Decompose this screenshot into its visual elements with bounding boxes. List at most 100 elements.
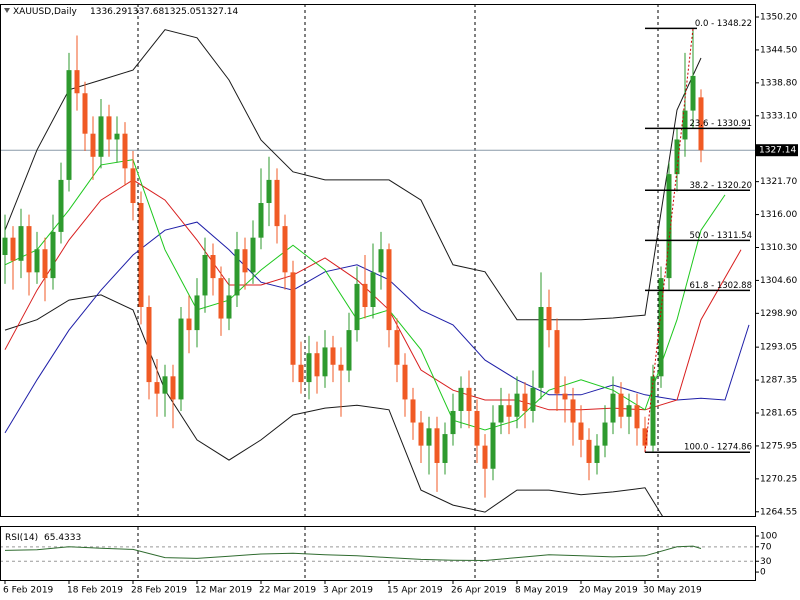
candle-body [138,203,144,307]
candle-body [354,283,360,331]
candle-body [202,255,208,296]
candle-body [218,278,224,319]
rsi-tick-label: 30 [760,557,772,567]
price-tag-label: 1327.14 [759,146,796,156]
candle-body [50,231,56,279]
candle-body [394,330,400,365]
candle-body [666,174,672,279]
fib-label: 100.0 - 1274.86 [684,443,752,453]
header-open: 1336.29 [90,7,127,17]
y-tick-label: 1275.95 [760,441,797,451]
candle-body [330,347,336,365]
y-tick-label: 1293.05 [760,343,797,353]
candle-body [282,226,288,273]
candle-body [418,422,424,446]
candle-body [250,237,256,273]
candle-body [114,133,120,140]
candle-body [42,249,48,279]
header-high: 1337.68 [127,7,164,17]
fib-label: 0.0 - 1348.22 [695,19,752,29]
symbol-icon [4,8,10,13]
candle-body [682,110,688,140]
candle-body [690,75,696,111]
candle-body [178,318,184,400]
candle-body [698,97,704,151]
y-tick-label: 1287.35 [760,376,797,386]
candle-body [434,428,440,463]
candle-body [538,306,544,388]
y-tick-label: 1304.60 [760,276,797,286]
y-tick-label: 1333.10 [760,111,797,121]
x-tick-label: 8 May 2019 [515,586,568,596]
rsi-tick-label: 0 [760,568,766,578]
candle-body [370,272,376,307]
x-tick-label: 22 Mar 2019 [259,586,316,596]
candle-body [186,318,192,331]
candle-body [426,428,432,446]
x-tick-label: 18 Feb 2019 [67,586,123,596]
y-tick-label: 1264.55 [760,507,797,517]
rsi-frame [0,526,756,581]
fib-label: 50.0 - 1311.54 [689,231,752,241]
candle-body [498,405,504,423]
y-tick-label: 1350.20 [760,12,797,22]
candle-body [18,226,24,261]
candle-body [570,399,576,423]
candle-body [322,347,328,377]
rsi-tick-label: 100 [760,532,777,542]
candle-body [602,422,608,446]
candle-body [474,410,480,446]
y-tick-label: 1298.90 [760,309,797,319]
rsi-line [4,545,702,562]
candle-body [146,306,152,383]
candle-body [642,428,648,446]
candle-body [298,364,304,383]
x-tick-label: 30 May 2019 [643,586,702,596]
candle-body [170,376,176,400]
x-tick-label: 15 Apr 2019 [387,586,443,596]
candle-body [2,237,8,256]
y-tick-label: 1321.70 [760,177,797,187]
chart-header: XAUUSD,Daily 1336.291337.681325.051327.14 [13,7,238,17]
candle-body [514,393,520,417]
header-low: 1325.05 [164,7,201,17]
header-close: 1327.14 [201,7,238,17]
symbol-title: XAUUSD,Daily [13,7,77,17]
y-tick-label: 1270.25 [760,474,797,484]
candle-body [466,387,472,411]
candle-body [626,405,632,417]
candle-body [506,405,512,417]
candle-body [562,393,568,400]
candle-body [58,179,64,232]
candle-body [618,393,624,417]
fib-label: 23.6 - 1330.91 [689,119,752,129]
candle-body [346,330,352,371]
fib-label: 61.8 - 1302.88 [689,281,752,291]
candle-body [386,249,392,331]
y-tick-label: 1344.50 [760,45,797,55]
x-tick-label: 3 Apr 2019 [323,586,373,596]
candle-body [634,405,640,429]
main-plot [0,4,755,516]
candle-body [242,249,248,273]
fib-label: 38.2 - 1320.20 [689,181,752,191]
candle-body [522,393,528,411]
y-tick-label: 1281.65 [760,408,797,418]
candle-body [306,353,312,383]
candle-body [610,393,616,423]
candle-body [482,445,488,469]
candle-body [210,255,216,279]
candle-body [162,376,168,394]
candle-body [338,364,344,371]
candle-body [362,283,368,307]
candle-body [586,439,592,463]
candle-body [26,226,32,273]
candle-body [98,116,104,157]
price-tag [756,144,798,157]
y-tick-label: 1316.00 [760,210,797,220]
candle-body [66,70,72,180]
x-tick-label: 6 Feb 2019 [3,586,54,596]
rsi-value: 65.4333 [44,533,81,543]
candle-body [234,249,240,296]
